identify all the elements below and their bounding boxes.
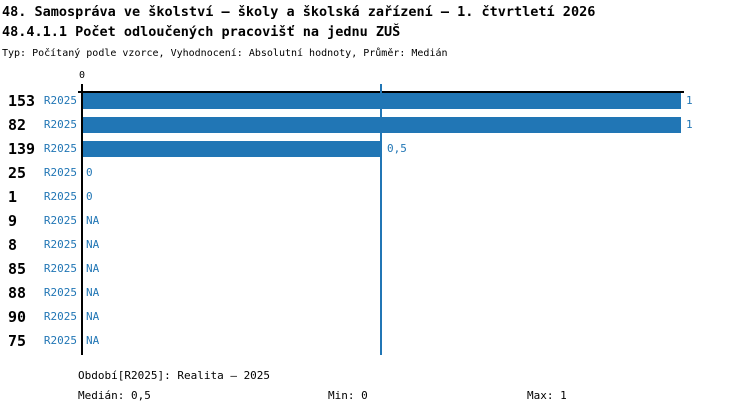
row-value-label: NA bbox=[86, 334, 100, 347]
row-value-label: 0,5 bbox=[387, 142, 407, 155]
row-period-label: R2025 bbox=[43, 262, 77, 275]
row-id-label: 75 bbox=[8, 332, 27, 350]
row-id-label: 90 bbox=[8, 308, 27, 326]
row-id-label: 139 bbox=[8, 140, 36, 158]
y-axis-line bbox=[81, 84, 83, 355]
row-id-label: 9 bbox=[8, 212, 18, 230]
footer-min-stat: Min: 0 bbox=[328, 389, 368, 402]
gridline-half bbox=[380, 84, 382, 355]
row-value-label: 1 bbox=[686, 118, 693, 131]
row-id-label: 85 bbox=[8, 260, 27, 278]
footer-median-stat: Medián: 0,5 bbox=[78, 389, 151, 402]
row-period-label: R2025 bbox=[43, 94, 77, 107]
bar bbox=[83, 93, 681, 109]
row-period-label: R2025 bbox=[43, 214, 77, 227]
row-id-label: 88 bbox=[8, 284, 27, 302]
row-period-label: R2025 bbox=[43, 286, 77, 299]
row-value-label: NA bbox=[86, 310, 100, 323]
row-value-label: NA bbox=[86, 238, 100, 251]
row-period-label: R2025 bbox=[43, 334, 77, 347]
row-period-label: R2025 bbox=[43, 190, 77, 203]
footer-period-legend: Období[R2025]: Realita – 2025 bbox=[78, 369, 271, 382]
bar bbox=[83, 117, 681, 133]
row-period-label: R2025 bbox=[43, 118, 77, 131]
row-value-label: NA bbox=[86, 262, 100, 275]
row-period-label: R2025 bbox=[43, 310, 77, 323]
bar bbox=[83, 141, 382, 157]
row-period-label: R2025 bbox=[43, 142, 77, 155]
row-id-label: 25 bbox=[8, 164, 27, 182]
row-id-label: 153 bbox=[8, 92, 36, 110]
row-period-label: R2025 bbox=[43, 166, 77, 179]
indicator-meta-line: Typ: Počítaný podle vzorce, Vyhodnocení:… bbox=[2, 48, 448, 59]
row-id-label: 1 bbox=[8, 188, 18, 206]
indicator-subtitle: 48.4.1.1 Počet odloučených pracovišť na … bbox=[2, 24, 401, 40]
row-value-label: NA bbox=[86, 214, 100, 227]
page-title: 48. Samospráva ve školství – školy a ško… bbox=[2, 4, 596, 20]
row-id-label: 8 bbox=[8, 236, 18, 254]
row-period-label: R2025 bbox=[43, 238, 77, 251]
row-id-label: 82 bbox=[8, 116, 27, 134]
row-value-label: NA bbox=[86, 286, 100, 299]
x-axis-tick-label-zero: 0 bbox=[78, 70, 86, 81]
footer-max-stat: Max: 1 bbox=[527, 389, 567, 402]
row-value-label: 1 bbox=[686, 94, 693, 107]
row-value-label: 0 bbox=[86, 190, 93, 203]
row-value-label: 0 bbox=[86, 166, 93, 179]
